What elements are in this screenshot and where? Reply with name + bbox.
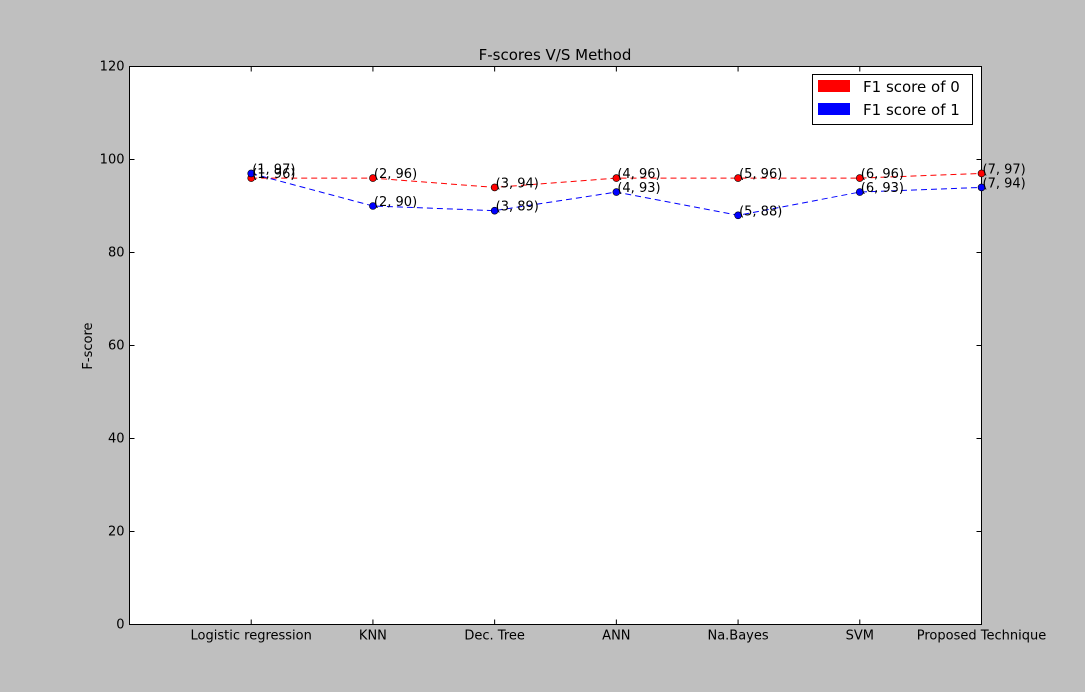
y-axis: 0 20 40 60 80 100 120	[100, 60, 982, 633]
data-point	[734, 174, 742, 182]
y-tick-label: 120	[100, 60, 125, 75]
data-label: (5, 96)	[739, 167, 782, 182]
y-tick-label: 100	[100, 153, 125, 168]
data-point	[734, 211, 742, 220]
x-tick-label: SVM	[846, 629, 874, 644]
data-label: (3, 89)	[496, 200, 539, 215]
data-point	[369, 202, 377, 210]
y-tick-label: 40	[108, 432, 125, 447]
data-label: (2, 90)	[374, 195, 417, 210]
data-point	[612, 174, 621, 182]
data-point	[977, 183, 986, 192]
x-axis: Logistic regression KNN Dec. Tree ANN Na.Bay…	[129, 66, 1046, 644]
data-label: (7, 94)	[983, 176, 1026, 191]
x-tick-label: Proposed Technique	[917, 629, 1046, 644]
chart-title: F-scores V/S Method	[479, 46, 632, 64]
legend-label: F1 score of 0	[863, 78, 960, 96]
data-point	[612, 188, 621, 196]
data-point	[247, 169, 256, 178]
data-point	[977, 169, 986, 178]
x-tick-label: Dec. Tree	[464, 629, 525, 644]
legend-swatch	[818, 80, 850, 92]
data-point	[855, 188, 864, 196]
y-tick-label: 0	[116, 618, 124, 633]
data-label: (1, 97)	[252, 162, 295, 177]
series-layer	[247, 169, 986, 220]
x-tick-label: KNN	[359, 629, 387, 644]
y-tick-label: 60	[108, 339, 125, 354]
x-tick-label: Logistic regression	[191, 629, 312, 644]
data-point	[369, 174, 377, 182]
y-tick-label: 20	[108, 525, 125, 540]
y-axis-label: F-score	[81, 322, 96, 369]
data-label: (2, 96)	[374, 167, 417, 182]
data-label: (1, 96)	[252, 167, 295, 182]
data-label-layer: (1, 96) (2, 96) (3, 94) (4, 96) (5, 96) (6, 9…	[252, 162, 1026, 219]
x-tick-label: Na.Bayes	[707, 629, 768, 644]
data-label: (7, 97)	[983, 162, 1026, 177]
data-label: (6, 96)	[861, 167, 904, 182]
data-point	[855, 174, 864, 182]
legend-label: F1 score of 1	[863, 101, 960, 119]
data-label: (5, 88)	[739, 204, 782, 219]
data-label: (4, 93)	[617, 181, 660, 196]
y-tick-label: 80	[108, 246, 125, 261]
data-point	[490, 206, 499, 215]
plot-area	[129, 66, 982, 625]
data-label: (6, 93)	[861, 181, 904, 196]
data-label: (3, 94)	[496, 176, 539, 191]
data-label: (4, 96)	[617, 167, 660, 182]
x-tick-label: ANN	[602, 629, 630, 644]
legend-swatch	[818, 103, 850, 115]
data-point	[490, 183, 499, 192]
legend: F1 score of 0 F1 score of 1	[812, 74, 973, 125]
